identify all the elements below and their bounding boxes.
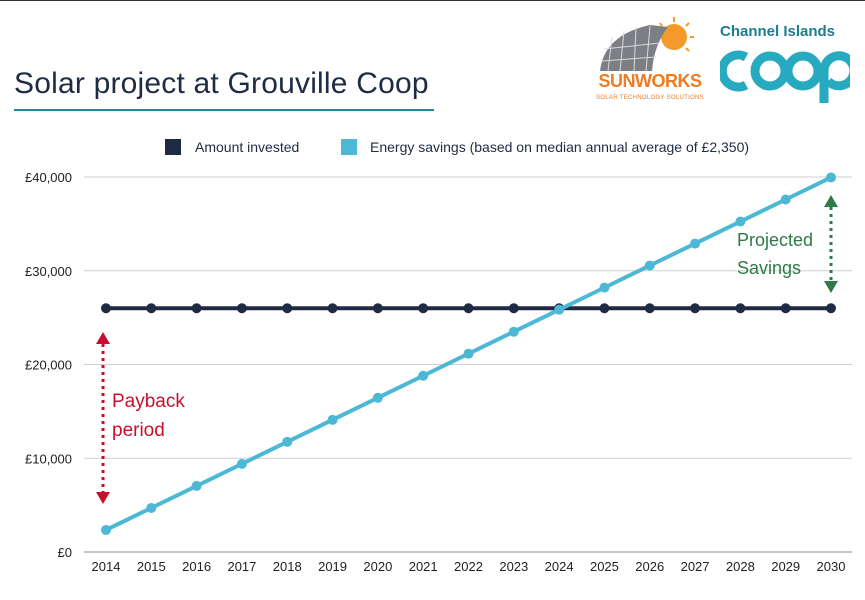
sunworks-wordmark: SUNWORKS (598, 71, 703, 91)
data-point-invested (690, 303, 701, 314)
data-point-invested (508, 303, 519, 314)
data-point-savings (690, 238, 701, 249)
x-tick-label: 2015 (137, 559, 166, 574)
x-tick-label: 2027 (681, 559, 710, 574)
data-point-savings (780, 194, 791, 205)
data-point-invested (418, 303, 429, 314)
sunworks-tagline: SOLAR TECHNOLOGY SOLUTIONS (596, 95, 704, 101)
data-point-savings (282, 436, 293, 447)
data-point-invested (146, 303, 157, 314)
x-tick-label: 2017 (227, 559, 256, 574)
y-axis-ticks: £0 £10,000 £20,000 £30,000 £40,000 (25, 170, 72, 560)
x-tick-label: 2029 (771, 559, 800, 574)
x-tick-label: 2014 (92, 559, 121, 574)
x-tick-label: 2018 (273, 559, 302, 574)
data-point-invested (101, 303, 111, 314)
y-tick-label: £0 (58, 545, 72, 560)
data-point-savings (418, 370, 429, 381)
legend-label-savings: Energy savings (based on median annual a… (370, 139, 749, 155)
y-tick-label: £30,000 (25, 264, 72, 279)
title-underline (14, 109, 434, 111)
data-point-invested (282, 303, 293, 314)
projected-label-line2: Savings (737, 258, 801, 278)
x-tick-label: 2028 (726, 559, 755, 574)
y-tick-label: £20,000 (25, 358, 72, 373)
projected-savings-arrow (824, 195, 838, 293)
x-tick-label: 2026 (635, 559, 664, 574)
data-point-savings (735, 216, 746, 227)
data-point-invested (780, 303, 791, 314)
data-point-savings (101, 524, 111, 535)
data-point-invested (735, 303, 746, 314)
data-point-invested (236, 303, 247, 314)
x-tick-label: 2023 (499, 559, 528, 574)
data-point-savings (554, 304, 565, 315)
legend-label-invested: Amount invested (195, 139, 299, 155)
data-point-savings (146, 502, 157, 513)
data-point-savings (508, 326, 519, 337)
gridlines (84, 176, 852, 553)
data-point-invested (327, 303, 338, 314)
x-tick-label: 2025 (590, 559, 619, 574)
payback-label-line2: period (112, 420, 165, 441)
data-point-savings (236, 458, 247, 469)
x-axis-ticks: 2014 2015 2016 2017 2018 2019 2020 2021 2022 2023… (92, 559, 846, 574)
coop-wordmark-icon (720, 50, 850, 103)
channel-islands-coop-logo: Channel Islands (720, 19, 850, 103)
data-point-invested (826, 303, 836, 314)
data-point-savings (327, 414, 338, 425)
series-lines (101, 172, 836, 535)
data-point-invested (599, 303, 610, 314)
data-point-savings (644, 260, 655, 271)
solar-panel-icon (600, 17, 694, 72)
legend-swatch-invested (165, 139, 181, 155)
page-title: Solar project at Grouville Coop (14, 67, 429, 100)
data-point-invested (372, 303, 383, 314)
x-tick-label: 2016 (182, 559, 211, 574)
data-point-savings (463, 348, 474, 359)
data-point-invested (191, 303, 202, 314)
data-point-invested (644, 303, 655, 314)
projected-label-line1: Projected (737, 230, 813, 250)
x-tick-label: 2024 (545, 559, 574, 574)
payback-label-line1: Payback (112, 391, 185, 412)
data-point-invested (463, 303, 474, 314)
data-point-savings (372, 392, 383, 403)
x-tick-label: 2030 (817, 559, 846, 574)
data-point-savings (826, 172, 836, 183)
payback-arrow (96, 332, 110, 504)
sunworks-logo: SUNWORKS SOLAR TECHNOLOGY SOLUTIONS (594, 15, 706, 105)
data-point-savings (599, 282, 610, 293)
data-point-savings (191, 480, 202, 491)
y-tick-label: £40,000 (25, 170, 72, 185)
coop-brand-name: Channel Islands (720, 23, 836, 40)
x-tick-label: 2020 (363, 559, 392, 574)
y-tick-label: £10,000 (25, 451, 72, 466)
legend-swatch-savings (341, 139, 357, 155)
x-tick-label: 2022 (454, 559, 483, 574)
x-tick-label: 2019 (318, 559, 347, 574)
x-tick-label: 2021 (409, 559, 438, 574)
